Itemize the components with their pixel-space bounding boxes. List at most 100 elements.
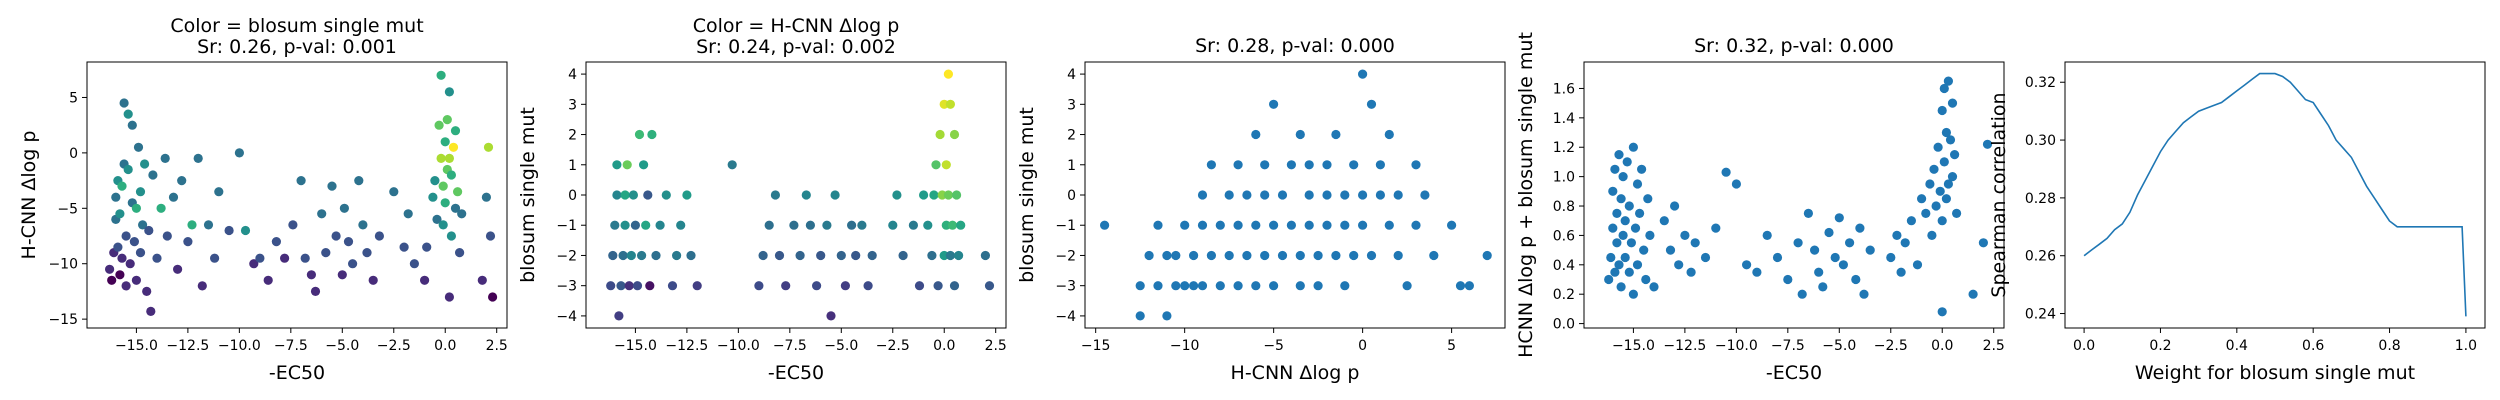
scatter-point xyxy=(1925,179,1935,189)
scatter-point xyxy=(1384,220,1394,230)
scatter-point xyxy=(121,231,131,241)
scatter-point xyxy=(758,250,768,261)
scatter-point xyxy=(422,242,432,252)
scatter-point xyxy=(450,203,461,213)
scatter-point xyxy=(647,129,657,140)
scatter-point xyxy=(1242,250,1252,261)
scatter-point xyxy=(428,192,438,202)
chart-title: Sr: 0.32, p-val: 0.000 xyxy=(1694,35,1894,57)
scatter-point xyxy=(1659,216,1669,226)
x-axis-label: -EC50 xyxy=(1766,362,1822,384)
scatter-point xyxy=(781,281,791,291)
scatter-point xyxy=(618,250,628,261)
scatter-point xyxy=(812,281,822,291)
x-tick-label: −5.0 xyxy=(1822,338,1856,354)
chart-title: Color = blosum single mut xyxy=(170,15,423,37)
scatter-point xyxy=(1892,230,1902,240)
scatter-point xyxy=(483,142,494,152)
scatter-point xyxy=(626,250,636,261)
scatter-point xyxy=(867,250,877,261)
scatter-point xyxy=(686,250,696,261)
scatter-point xyxy=(1622,157,1632,167)
scatter-point xyxy=(612,190,622,200)
scatter-point xyxy=(1865,245,1875,255)
scatter-point xyxy=(1233,281,1243,291)
y-tick-label: 0.30 xyxy=(2025,133,2056,149)
y-tick-label: 0 xyxy=(568,188,577,204)
scatter-point xyxy=(847,220,857,230)
scatter-point xyxy=(1260,190,1270,200)
scatter-point xyxy=(1643,194,1653,204)
x-tick-label: −2.5 xyxy=(876,338,910,354)
scatter-point xyxy=(1322,190,1332,200)
scatter-point xyxy=(249,259,259,269)
y-tick-label: 1.2 xyxy=(1553,140,1575,156)
scatter-point xyxy=(1215,281,1225,291)
scatter-point xyxy=(1251,220,1261,230)
scatter-point xyxy=(616,281,626,291)
x-tick-label: 0.8 xyxy=(2378,338,2400,354)
scatter-point xyxy=(1614,150,1624,160)
scatter-point xyxy=(1366,250,1377,261)
chart-panel-4: Sr: 0.32, p-val: 0.000 −15.0 −12.5 −10.0 −7.… xyxy=(1515,32,2005,384)
scatter-point xyxy=(113,242,123,252)
scatter-point xyxy=(1968,289,1978,299)
scatter-point xyxy=(1612,238,1622,248)
scatter-point xyxy=(620,220,630,230)
y-tick-label: 5 xyxy=(69,90,78,106)
scatter-point xyxy=(1171,250,1181,261)
scatter-point xyxy=(446,231,456,241)
x-tick-label: −2.5 xyxy=(1874,338,1908,354)
scatter-point xyxy=(1420,190,1430,200)
scatter-point xyxy=(1803,208,1813,218)
scatter-point xyxy=(374,231,384,241)
scatter-point xyxy=(127,120,137,130)
scatter-point xyxy=(1260,250,1270,261)
scatter-point xyxy=(805,220,816,230)
scatter-point xyxy=(1604,274,1614,285)
y-tick-label: −3 xyxy=(1055,279,1076,295)
scatter-point xyxy=(1670,201,1680,211)
scatter-point xyxy=(1952,208,1962,218)
scatter-point xyxy=(661,190,671,200)
scatter-point xyxy=(1950,150,1960,160)
x-tick-label: 0.6 xyxy=(2302,338,2324,354)
scatter-point xyxy=(438,181,448,191)
scatter-point xyxy=(1824,227,1834,238)
x-tick-label: 0.0 xyxy=(2073,338,2095,354)
scatter-point xyxy=(1608,186,1618,196)
y-axis-label: blosum single mut xyxy=(1016,107,1038,283)
scatter-point xyxy=(1711,223,1721,233)
x-tick-label: −5.0 xyxy=(824,338,858,354)
scatter-point xyxy=(1197,281,1208,291)
scatter-point xyxy=(210,253,220,263)
x-tick-label: −15.0 xyxy=(1612,338,1655,354)
axes-frame xyxy=(1583,61,2005,329)
scatter-point xyxy=(432,214,442,224)
scatter-point xyxy=(288,220,298,230)
scatter-point xyxy=(162,231,172,241)
scatter-point xyxy=(1286,220,1296,230)
scatter-point xyxy=(908,220,919,230)
y-axis-label: blosum single mut xyxy=(517,107,539,283)
scatter-point xyxy=(135,248,146,258)
scatter-point xyxy=(1616,194,1626,204)
scatter-point xyxy=(774,250,785,261)
scatter-point xyxy=(1375,190,1385,200)
chart-subtitle: Sr: 0.24, p-val: 0.002 xyxy=(696,36,896,58)
scatter-point xyxy=(1937,105,1947,116)
scatter-point xyxy=(1447,220,1457,230)
scatter-point xyxy=(1180,220,1190,230)
scatter-point xyxy=(801,190,811,200)
scatter-point xyxy=(857,220,867,230)
scatter-point xyxy=(1851,274,1861,285)
scatter-point xyxy=(608,250,618,261)
scatter-point xyxy=(1233,220,1243,230)
scatter-point xyxy=(177,176,187,186)
scatter-point xyxy=(1665,245,1676,255)
scatter-point xyxy=(1189,250,1199,261)
scatter-point xyxy=(1286,160,1296,170)
scatter-point xyxy=(1215,220,1225,230)
scatter-point xyxy=(1233,160,1243,170)
